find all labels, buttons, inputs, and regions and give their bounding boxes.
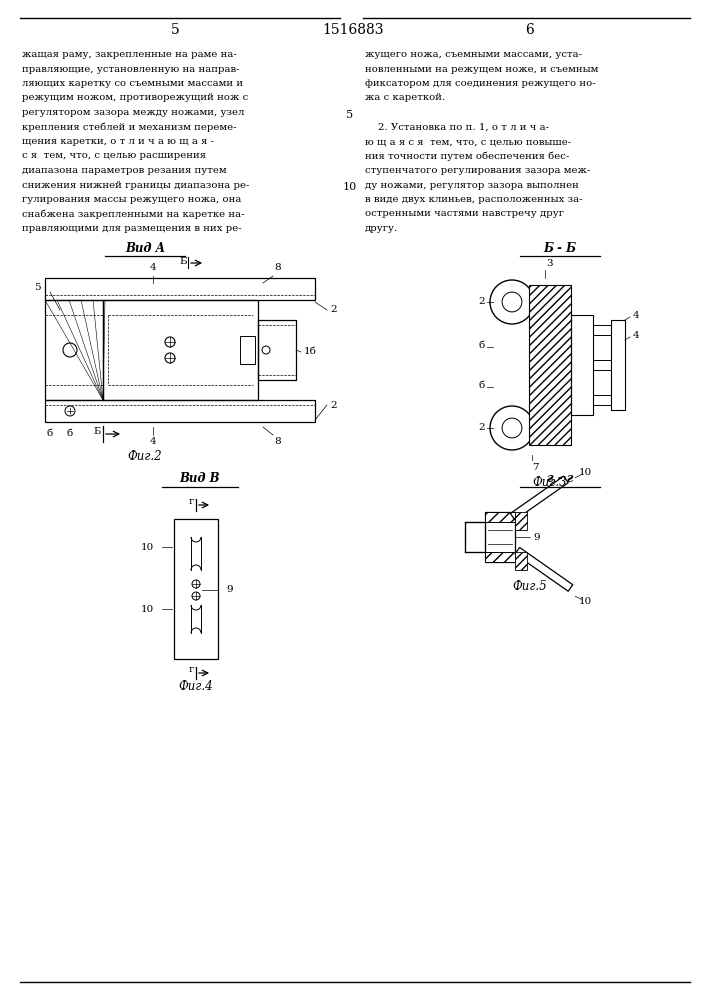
Text: другу.: другу. [365,224,398,233]
Text: 1516883: 1516883 [322,23,384,37]
Text: 4: 4 [150,438,156,446]
Text: 3: 3 [547,258,554,267]
Text: 2: 2 [479,298,485,306]
Text: б: б [479,340,485,350]
Polygon shape [485,512,515,522]
Text: диапазона параметров резания путем: диапазона параметров резания путем [22,166,227,175]
Text: 8: 8 [275,438,281,446]
Text: остренными частями навстречу друг: остренными частями навстречу друг [365,210,564,219]
Text: гулирования массы режущего ножа, она: гулирования массы режущего ножа, она [22,195,241,204]
Text: ния точности путем обеспечения бес-: ния точности путем обеспечения бес- [365,151,569,161]
Polygon shape [529,285,571,445]
Text: 10: 10 [141,542,154,552]
Text: 9: 9 [533,532,539,542]
Text: 8: 8 [275,263,281,272]
Text: Фиг.5: Фиг.5 [513,580,547,593]
Text: 5: 5 [170,23,180,37]
Text: 2: 2 [330,306,337,314]
Text: в виде двух клиньев, расположенных за-: в виде двух клиньев, расположенных за- [365,195,583,204]
Text: ступенчатого регулирования зазора меж-: ступенчатого регулирования зазора меж- [365,166,590,175]
Text: г: г [188,666,194,674]
Text: 10: 10 [578,597,592,606]
Text: 5: 5 [34,284,40,292]
Text: Вид В: Вид В [180,473,221,486]
Text: 2. Установка по п. 1, о т л и ч а-: 2. Установка по п. 1, о т л и ч а- [365,122,549,131]
Text: б: б [479,380,485,389]
Text: правляющими для размещения в них ре-: правляющими для размещения в них ре- [22,224,242,233]
Text: правляющие, установленную на направ-: правляющие, установленную на направ- [22,64,240,74]
Text: б: б [47,430,53,438]
Text: жащая раму, закрепленные на раме на-: жащая раму, закрепленные на раме на- [22,50,237,59]
Text: ду ножами, регулятор зазора выполнен: ду ножами, регулятор зазора выполнен [365,180,579,190]
Text: Фиг.3: Фиг.3 [532,477,567,489]
Text: регулятором зазора между ножами, узел: регулятором зазора между ножами, узел [22,108,245,117]
Polygon shape [515,512,527,530]
Polygon shape [515,552,527,570]
Text: г: г [188,497,194,506]
Text: 5: 5 [346,110,354,120]
Text: Фиг.4: Фиг.4 [179,680,214,694]
Text: жущего ножа, съемными массами, уста-: жущего ножа, съемными массами, уста- [365,50,582,59]
Text: 9: 9 [226,585,233,594]
Text: снижения нижней границы диапазона ре-: снижения нижней границы диапазона ре- [22,180,250,190]
Text: Б - Б: Б - Б [544,241,577,254]
Text: б: б [67,430,73,438]
Text: 4: 4 [150,263,156,272]
Text: Б: Б [179,256,187,265]
Text: Б: Б [93,428,100,436]
Text: крепления стеблей и механизм переме-: крепления стеблей и механизм переме- [22,122,237,132]
Polygon shape [485,552,515,562]
Text: Фиг.2: Фиг.2 [128,450,163,464]
Text: режущим ножом, противорежущий нож с: режущим ножом, противорежущий нож с [22,94,248,103]
Text: 1б: 1б [304,348,317,357]
Text: 2: 2 [479,424,485,432]
Text: 10: 10 [578,468,592,477]
Text: ю щ а я с я  тем, что, с целью повыше-: ю щ а я с я тем, что, с целью повыше- [365,137,571,146]
Text: 4: 4 [633,310,640,320]
Text: ляющих каретку со съемными массами и: ляющих каретку со съемными массами и [22,79,243,88]
Text: новленными на режущем ноже, и съемным: новленными на режущем ноже, и съемным [365,64,598,74]
Text: Вид А: Вид А [125,241,165,254]
Text: г - г: г - г [547,473,573,486]
Text: жа с кареткой.: жа с кареткой. [365,94,445,103]
Text: 4: 4 [633,330,640,340]
Text: щения каретки, о т л и ч а ю щ а я -: щения каретки, о т л и ч а ю щ а я - [22,137,214,146]
Text: фиксатором для соединения режущего но-: фиксатором для соединения режущего но- [365,79,595,88]
Text: с я  тем, что, с целью расширения: с я тем, что, с целью расширения [22,151,206,160]
Text: 10: 10 [141,604,154,613]
Text: снабжена закрепленными на каретке на-: снабжена закрепленными на каретке на- [22,210,245,219]
Text: 2: 2 [330,400,337,410]
Text: 6: 6 [525,23,534,37]
Text: 10: 10 [343,182,357,192]
Text: 7: 7 [532,462,538,472]
